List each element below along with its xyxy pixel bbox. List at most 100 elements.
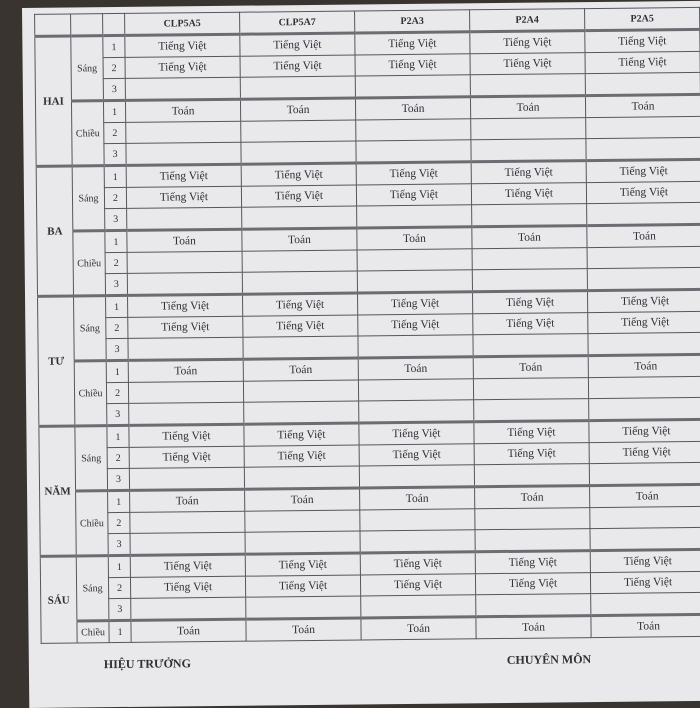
period-number: 3 bbox=[108, 533, 131, 556]
period-number: 1 bbox=[108, 620, 132, 643]
subject-cell bbox=[242, 271, 358, 295]
day-label: BA bbox=[36, 165, 74, 297]
period-number: 3 bbox=[105, 273, 128, 296]
subject-cell bbox=[357, 269, 473, 294]
subject-cell bbox=[355, 118, 471, 142]
subject-cell: Tiếng Việt bbox=[240, 55, 356, 78]
subject-cell: Tiếng Việt bbox=[471, 160, 587, 184]
session-label: Sáng bbox=[72, 165, 105, 231]
subject-cell bbox=[355, 139, 472, 164]
subject-cell: Toán bbox=[355, 96, 471, 121]
academic-signature-label: CHUYÊN MÔN bbox=[506, 652, 592, 667]
subject-cell bbox=[587, 332, 700, 356]
period-number: 1 bbox=[107, 490, 130, 513]
subject-cell: Tiếng Việt bbox=[360, 551, 476, 575]
period-number: 1 bbox=[106, 425, 130, 448]
subject-cell: Tiếng Việt bbox=[584, 51, 700, 74]
subject-cell bbox=[355, 74, 471, 99]
subject-cell: Tiếng Việt bbox=[245, 552, 361, 577]
period-number: 2 bbox=[105, 252, 128, 274]
subject-cell: Toán bbox=[588, 354, 700, 378]
header-session bbox=[70, 13, 103, 36]
subject-cell bbox=[244, 465, 360, 490]
subject-cell: Toán bbox=[240, 98, 356, 122]
subject-cell bbox=[240, 141, 357, 165]
subject-cell bbox=[589, 462, 700, 486]
subject-cell bbox=[359, 464, 475, 488]
column-header: P2A4 bbox=[469, 8, 585, 32]
subject-cell bbox=[473, 398, 589, 422]
subject-cell: Tiếng Việt bbox=[239, 33, 356, 57]
subject-cell bbox=[242, 250, 358, 273]
subject-cell: Toán bbox=[586, 224, 700, 248]
day-label: NĂM bbox=[38, 425, 77, 557]
subject-cell bbox=[587, 267, 700, 291]
session-label: Chiều bbox=[71, 100, 105, 166]
subject-cell bbox=[472, 333, 589, 357]
timetable: CLP5A5 CLP5A7 P2A3 P2A4 P2A5 HAI Sáng 1 Tiếng V… bbox=[34, 7, 700, 644]
subject-cell: Tiếng Việt bbox=[358, 421, 475, 445]
subject-cell bbox=[357, 248, 473, 272]
period-number: 1 bbox=[103, 100, 126, 123]
period-number: 2 bbox=[108, 577, 131, 599]
subject-cell bbox=[586, 202, 700, 226]
subject-cell bbox=[129, 467, 245, 491]
subject-cell: Tiếng Việt bbox=[127, 294, 243, 318]
subject-cell: Toán bbox=[360, 616, 477, 640]
subject-cell bbox=[127, 272, 243, 296]
subject-cell: Toán bbox=[129, 489, 245, 513]
subject-cell: Tiếng Việt bbox=[126, 164, 242, 188]
subject-cell: Tiếng Việt bbox=[129, 446, 245, 469]
column-header: CLP5A5 bbox=[124, 12, 240, 36]
subject-cell: Toán bbox=[244, 487, 360, 512]
period-number: 3 bbox=[106, 403, 129, 426]
subject-cell bbox=[245, 530, 361, 555]
subject-cell: Tiếng Việt bbox=[355, 53, 471, 77]
subject-cell bbox=[471, 203, 587, 227]
period-number: 1 bbox=[102, 35, 126, 58]
subject-cell bbox=[125, 77, 241, 101]
header-day bbox=[34, 13, 71, 37]
subject-cell bbox=[125, 121, 241, 144]
subject-cell bbox=[360, 594, 476, 618]
session-label: Sáng bbox=[70, 35, 104, 101]
subject-cell: Tiếng Việt bbox=[475, 572, 591, 595]
subject-cell: Tiếng Việt bbox=[127, 316, 243, 339]
period-number: 3 bbox=[103, 143, 127, 166]
subject-cell bbox=[243, 400, 359, 425]
subject-cell: Tiếng Việt bbox=[241, 163, 357, 187]
subject-cell: Tiếng Việt bbox=[357, 313, 473, 336]
subject-cell: Tiếng Việt bbox=[360, 573, 476, 596]
subject-cell bbox=[588, 397, 700, 421]
subject-cell: Tiếng Việt bbox=[356, 161, 472, 186]
session-label: Chiều bbox=[74, 360, 107, 426]
subject-cell: Tiếng Việt bbox=[473, 420, 590, 444]
subject-cell: Tiếng Việt bbox=[357, 291, 473, 316]
subject-cell: Tiếng Việt bbox=[590, 549, 700, 573]
subject-cell: Tiếng Việt bbox=[472, 290, 588, 314]
subject-cell bbox=[127, 251, 243, 274]
subject-cell bbox=[474, 507, 590, 530]
period-number: 1 bbox=[108, 555, 131, 578]
subject-cell bbox=[470, 117, 586, 140]
subject-cell bbox=[474, 528, 591, 552]
timetable-paper: CLP5A5 CLP5A7 P2A3 P2A4 P2A5 HAI Sáng 1 Tiếng V… bbox=[22, 0, 700, 708]
period-number: 2 bbox=[103, 57, 126, 79]
session-label: Chiều bbox=[75, 490, 109, 556]
subject-cell: Tiếng Việt bbox=[469, 30, 585, 54]
subject-cell: Toán bbox=[243, 357, 359, 382]
subject-cell bbox=[585, 137, 700, 161]
subject-cell bbox=[358, 378, 474, 401]
subject-cell bbox=[357, 334, 474, 358]
period-number: 2 bbox=[103, 122, 126, 144]
subject-cell: Tiếng Việt bbox=[242, 293, 358, 317]
subject-cell bbox=[470, 138, 587, 162]
session-label: Sáng bbox=[74, 425, 108, 491]
column-header: P2A5 bbox=[584, 7, 700, 31]
subject-cell: Toán bbox=[585, 94, 700, 118]
subject-cell: Tiếng Việt bbox=[128, 424, 245, 448]
subject-cell bbox=[474, 463, 590, 487]
column-header: CLP5A7 bbox=[239, 11, 355, 35]
subject-cell bbox=[472, 247, 588, 270]
subject-cell: Tiếng Việt bbox=[475, 550, 591, 574]
